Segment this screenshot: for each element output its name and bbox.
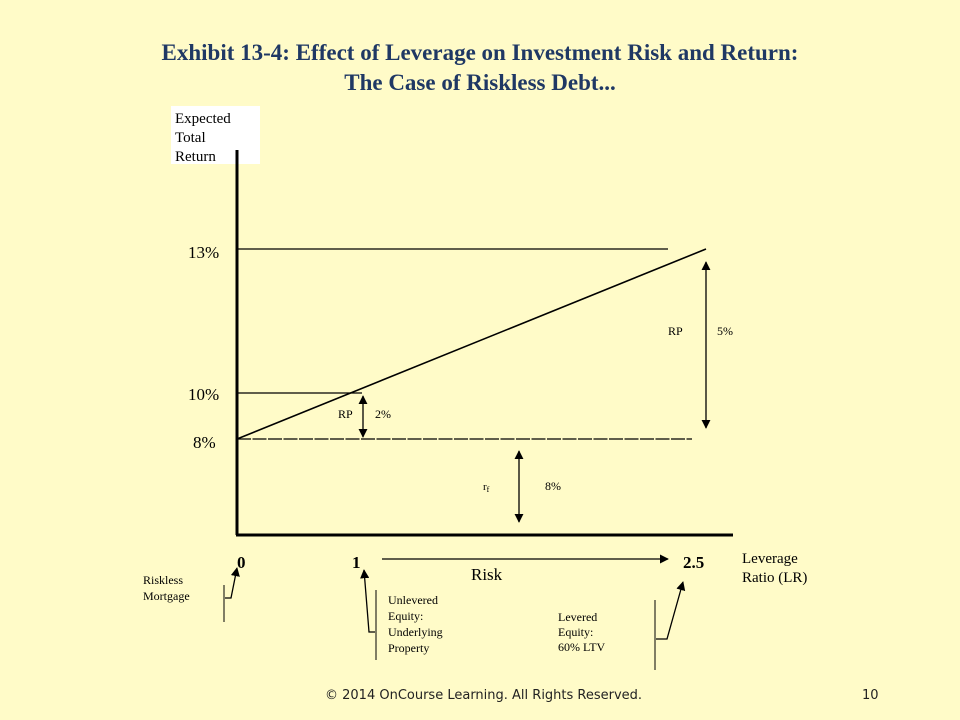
unlevered-pointer xyxy=(360,569,375,633)
y-axis-label-box xyxy=(171,106,260,164)
y-tick-8: 8% xyxy=(193,433,216,452)
unlevered-line-4: Property xyxy=(388,641,429,655)
title-line-1: Exhibit 13-4: Effect of Leverage on Inve… xyxy=(161,40,799,65)
y-axis-label-line-1: Expected xyxy=(175,111,231,127)
levered-pointer xyxy=(656,581,686,640)
x-axis-label-line-1: Leverage xyxy=(742,551,798,567)
riskless-line-1: Riskless xyxy=(143,573,183,587)
y-axis-label-line-2: Total xyxy=(175,130,206,146)
x-axis-label-line-2: Ratio (LR) xyxy=(742,570,807,586)
unlevered-line-2: Equity: xyxy=(388,609,423,623)
y-tick-13: 13% xyxy=(188,243,219,262)
expected-return-line xyxy=(236,248,707,440)
y-tick-10: 10% xyxy=(188,385,219,404)
title-line-2: The Case of Riskless Debt... xyxy=(344,70,616,95)
rp-large-label: RP xyxy=(668,324,683,338)
rp-small-value: 2% xyxy=(375,407,391,421)
levered-line-2: Equity: xyxy=(558,625,593,639)
riskless-pointer xyxy=(225,567,240,599)
rp-large-value: 5% xyxy=(717,324,733,338)
x-tick-2-5: 2.5 xyxy=(683,553,704,572)
riskless-line-2: Mortgage xyxy=(143,589,190,603)
unlevered-line-3: Underlying xyxy=(388,625,443,639)
unlevered-line-1: Unlevered xyxy=(388,593,438,607)
slide-title: Exhibit 13-4: Effect of Leverage on Inve… xyxy=(0,38,960,98)
rf-label: rf xyxy=(483,481,490,494)
rf-value: 8% xyxy=(545,479,561,493)
y-axis-label-line-3: Return xyxy=(175,149,216,165)
risk-label: Risk xyxy=(471,565,503,584)
x-tick-1: 1 xyxy=(352,553,361,572)
copyright-text: © 2014 OnCourse Learning. All Rights Res… xyxy=(325,688,643,703)
rp-small-label: RP xyxy=(338,407,353,421)
page-number: 10 xyxy=(862,688,879,703)
levered-line-1: Levered xyxy=(558,610,597,624)
x-tick-0: 0 xyxy=(237,553,246,572)
levered-line-3: 60% LTV xyxy=(558,640,606,654)
